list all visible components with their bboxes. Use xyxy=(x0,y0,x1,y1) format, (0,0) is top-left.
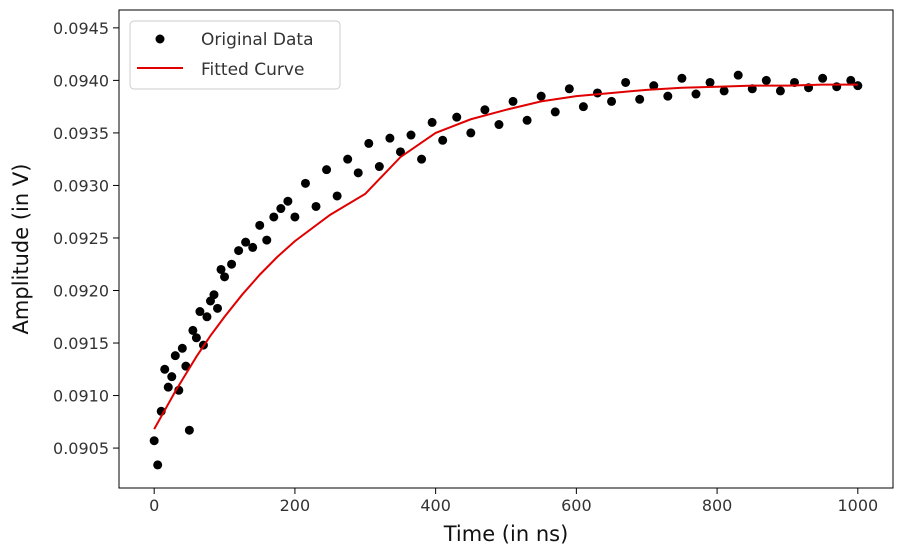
data-point xyxy=(216,264,226,274)
data-points xyxy=(149,70,863,470)
y-tick-label: 0.0905 xyxy=(53,439,109,458)
data-point xyxy=(719,86,729,96)
data-point xyxy=(300,178,310,188)
y-tick-label: 0.0940 xyxy=(53,71,109,90)
data-point xyxy=(163,382,173,392)
y-tick-label: 0.0925 xyxy=(53,229,109,248)
y-tick-label: 0.0945 xyxy=(53,19,109,38)
data-point xyxy=(364,138,374,148)
data-point xyxy=(395,147,405,157)
x-tick-label: 800 xyxy=(702,496,733,515)
x-tick-label: 400 xyxy=(420,496,451,515)
data-point xyxy=(663,91,673,101)
data-point xyxy=(522,115,532,125)
data-point xyxy=(832,82,842,92)
data-point xyxy=(276,204,286,214)
data-point xyxy=(846,75,856,85)
data-point xyxy=(311,201,321,211)
x-tick-label: 1000 xyxy=(837,496,878,515)
data-point xyxy=(578,102,588,112)
data-point xyxy=(191,333,201,343)
data-point xyxy=(255,220,265,230)
data-point xyxy=(202,312,212,322)
data-point xyxy=(705,77,715,87)
data-point xyxy=(733,70,743,80)
data-point xyxy=(160,364,170,374)
data-point xyxy=(234,246,244,256)
data-point xyxy=(550,107,560,117)
legend-box xyxy=(129,20,341,90)
data-point xyxy=(406,130,416,140)
data-point xyxy=(649,81,659,91)
data-point xyxy=(508,96,518,106)
legend-marker-original-data xyxy=(155,34,165,44)
data-point xyxy=(213,303,223,313)
y-tick-label: 0.0915 xyxy=(53,334,109,353)
data-point xyxy=(775,86,785,96)
data-point xyxy=(677,73,687,83)
data-point xyxy=(385,133,395,143)
data-point xyxy=(353,168,363,178)
y-tick-label: 0.0935 xyxy=(53,124,109,143)
data-point xyxy=(195,307,205,317)
data-point xyxy=(241,237,251,247)
data-point xyxy=(564,84,574,94)
data-point xyxy=(290,212,300,222)
y-tick-label: 0.0910 xyxy=(53,387,109,406)
data-point xyxy=(227,259,237,269)
data-point xyxy=(427,117,437,127)
fitted-curve-line xyxy=(153,83,858,430)
data-point xyxy=(635,94,645,104)
data-point xyxy=(188,325,198,335)
x-axis-label: Time (in ns) xyxy=(443,522,569,546)
data-point xyxy=(167,372,177,382)
data-point xyxy=(184,425,194,435)
plot-area-frame xyxy=(118,9,894,489)
data-point xyxy=(149,436,159,446)
data-point xyxy=(494,120,504,130)
data-point xyxy=(181,361,191,371)
data-point xyxy=(466,128,476,138)
y-tick-label: 0.0930 xyxy=(53,176,109,195)
data-point xyxy=(220,272,230,282)
data-point xyxy=(153,460,163,470)
x-tick-label: 0 xyxy=(149,496,159,515)
legend-label-original-data: Original Data xyxy=(201,30,314,50)
y-tick-label: 0.0920 xyxy=(53,281,109,300)
data-point xyxy=(452,112,462,122)
legend: Original Data Fitted Curve xyxy=(129,20,341,90)
data-point xyxy=(818,73,828,83)
y-axis-label: Amplitude (in V) xyxy=(9,164,33,335)
data-point xyxy=(607,96,617,106)
legend-label-fitted-curve: Fitted Curve xyxy=(201,60,304,80)
y-axis-ticks: 0.0905 0.0910 0.0915 0.0920 0.0925 0.0930 0.09… xyxy=(53,19,119,458)
x-tick-label: 200 xyxy=(280,496,311,515)
data-point xyxy=(536,91,546,101)
data-point xyxy=(480,105,490,115)
data-point xyxy=(322,165,332,175)
data-point xyxy=(170,351,180,361)
data-point xyxy=(761,75,771,85)
data-point xyxy=(283,196,293,206)
data-point xyxy=(691,89,701,99)
x-axis-ticks: 0 200 400 600 800 1000 xyxy=(149,488,878,515)
data-point xyxy=(853,81,863,91)
data-point xyxy=(374,162,384,172)
data-point xyxy=(269,212,279,222)
data-point xyxy=(438,135,448,145)
x-tick-label: 600 xyxy=(561,496,592,515)
data-point xyxy=(343,154,353,164)
data-point xyxy=(177,343,187,353)
data-point xyxy=(332,191,342,201)
data-point xyxy=(417,154,427,164)
data-point xyxy=(248,242,258,252)
data-point xyxy=(262,235,272,245)
data-point xyxy=(209,290,219,300)
data-point xyxy=(621,77,631,87)
